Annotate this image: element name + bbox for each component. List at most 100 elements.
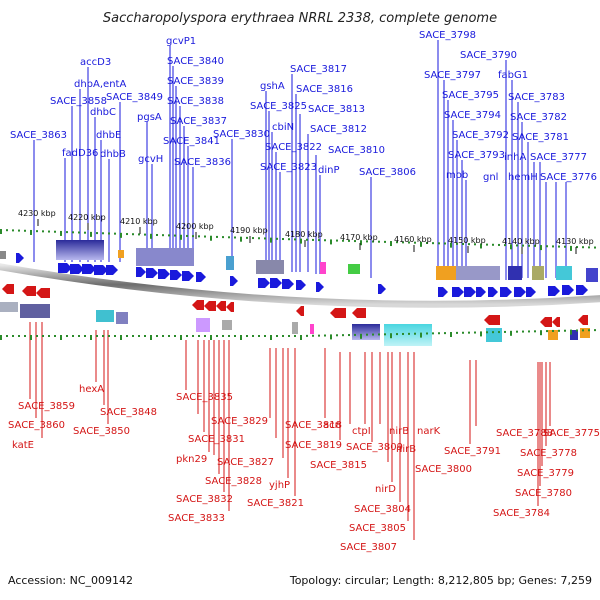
feature-block: [580, 328, 590, 338]
kbp-tick-label: 4190 kbp: [230, 226, 268, 235]
forward-gene-label: SACE_3777: [530, 152, 587, 163]
forward-gene-arrow: [464, 287, 476, 297]
tick-dot: [102, 335, 104, 337]
forward-gene-arrow: [500, 287, 512, 297]
kbp-tick-label: 4230 kbp: [18, 209, 56, 218]
forward-gene-label: SACE_3849: [106, 92, 163, 103]
tick-dot: [468, 243, 470, 246]
forward-gene-label: dhbA,entA: [74, 79, 126, 90]
tick-dot: [294, 335, 296, 337]
forward-gene-label: SACE_3822: [265, 142, 322, 153]
feature-block: [118, 250, 124, 258]
tick-dot: [234, 335, 236, 337]
reverse-gene-label: SACE_3829: [211, 416, 268, 427]
tick-dot: [330, 334, 332, 340]
feature-block: [548, 330, 558, 340]
forward-gene-label: SACE_3838: [167, 96, 224, 107]
tick-dot: [372, 333, 374, 336]
reverse-gene-label: nirB: [396, 444, 416, 455]
tick-dot: [18, 335, 20, 337]
tick-dot: [348, 334, 350, 337]
tick-dot: [264, 237, 266, 240]
tick-dot: [588, 329, 590, 332]
reverse-gene-label: SACE_3848: [100, 407, 157, 418]
tick-dot: [408, 241, 410, 244]
tick-dot: [324, 239, 326, 242]
feature-block: [116, 312, 128, 324]
tick-dot: [126, 233, 128, 236]
forward-gene-arrow: [452, 287, 464, 297]
tick-dot: [96, 232, 98, 235]
forward-gene-label: fadD36: [62, 148, 98, 159]
tick-dot: [540, 245, 542, 251]
tick-dot: [354, 240, 356, 243]
tick-dot: [432, 242, 434, 245]
feature-block: [384, 324, 432, 346]
tick-dot: [318, 334, 320, 337]
forward-gene-arrow: [526, 287, 536, 297]
reverse-gene-arrow: [540, 317, 552, 327]
tick-dot: [564, 329, 566, 332]
tick-dot: [90, 335, 92, 340]
forward-gene-arrow: [146, 268, 158, 278]
forward-gene-label: cbiN: [272, 122, 294, 133]
tick-dot: [138, 335, 140, 337]
forward-gene-arrow: [270, 278, 282, 288]
feature-block: [20, 304, 50, 318]
forward-gene-arrow: [438, 287, 448, 297]
tick-dot: [54, 335, 56, 337]
tick-dot: [114, 232, 116, 235]
tick-dot: [54, 230, 56, 233]
tick-dot: [534, 330, 536, 333]
forward-gene-arrow: [378, 284, 386, 294]
tick-dot: [396, 333, 398, 336]
kbp-tick-label: 4210 kbp: [120, 217, 158, 226]
tick-dot: [156, 233, 158, 236]
tick-dot: [24, 335, 26, 337]
tick-dot: [72, 231, 74, 234]
tick-dot: [228, 236, 230, 239]
feature-block: [320, 262, 326, 274]
tick-dot: [174, 234, 176, 237]
forward-gene-label: gcvP1: [166, 36, 196, 47]
tick-dot: [558, 329, 560, 332]
feature-block: [0, 251, 6, 259]
tick-dot: [414, 332, 416, 335]
forward-gene-label: SACE_3816: [296, 84, 353, 95]
reverse-gene-label: SACE_3859: [18, 401, 75, 412]
reverse-gene-arrow: [226, 302, 234, 312]
forward-gene-arrow: [70, 264, 84, 274]
reverse-gene-label: SACE_3833: [168, 513, 225, 524]
reverse-gene-label: SACE_3828: [205, 476, 262, 487]
tick-dot: [168, 234, 170, 237]
feature-block: [96, 310, 114, 322]
forward-gene-arrow: [58, 263, 72, 273]
feature-block: [348, 264, 360, 274]
feature-block: [222, 320, 232, 330]
reverse-gene-label: SACE_3780: [515, 488, 572, 499]
forward-gene-arrow: [548, 286, 560, 296]
forward-gene-arrow: [16, 253, 24, 263]
forward-gene-label: SACE_3812: [310, 124, 367, 135]
tick-dot: [360, 240, 362, 246]
tick-dot: [546, 330, 548, 333]
tick-dot: [150, 335, 152, 340]
tick-dot: [426, 242, 428, 245]
tick-dot: [186, 335, 188, 337]
forward-gene-label: SACE_3836: [174, 157, 231, 168]
reverse-gene-label: SACE_3831: [188, 434, 245, 445]
reverse-gene-arrow: [36, 288, 50, 298]
tick-dot: [486, 331, 488, 334]
reverse-gene-arrow: [2, 284, 14, 294]
feature-block: [586, 268, 598, 282]
tick-dot: [594, 246, 596, 249]
forward-gene-arrow: [136, 267, 146, 277]
tick-dot: [246, 236, 248, 239]
feature-block: [256, 260, 284, 274]
tick-dot: [582, 329, 584, 332]
tick-dot: [78, 231, 80, 234]
tick-dot: [396, 241, 398, 244]
forward-gene-arrow: [94, 265, 108, 275]
forward-gene-label: SACE_3798: [419, 30, 476, 41]
reverse-gene-label: nirD: [375, 484, 396, 495]
